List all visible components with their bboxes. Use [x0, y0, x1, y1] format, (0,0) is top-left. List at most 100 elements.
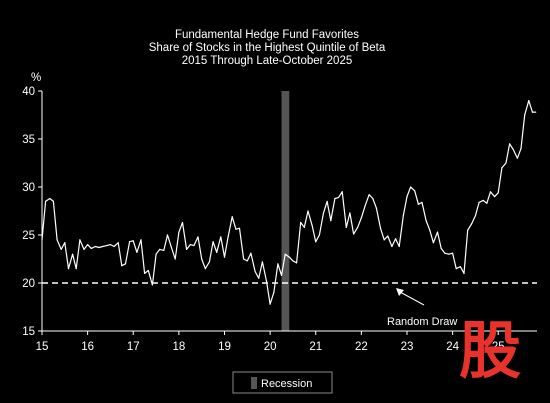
data-point — [280, 274, 283, 276]
data-point — [197, 236, 199, 238]
data-point — [269, 303, 271, 305]
chart-title: Fundamental Hedge Fund Favorites Share o… — [149, 29, 386, 67]
data-point — [250, 252, 252, 254]
x-tick-label: 22 — [355, 341, 368, 353]
data-point — [330, 220, 332, 222]
data-point — [117, 242, 119, 244]
data-point — [368, 194, 370, 196]
data-point — [140, 239, 142, 241]
data-point — [387, 235, 389, 237]
data-point — [535, 111, 537, 113]
data-point — [345, 226, 347, 228]
data-point — [421, 201, 423, 203]
title-line-2: Share of Stocks in the Highest Quintile … — [149, 42, 386, 54]
title-line-3: 2015 Through Late-October 2025 — [182, 55, 353, 67]
x-tick-label: 23 — [401, 341, 414, 353]
data-point — [94, 245, 96, 248]
data-point — [341, 191, 343, 193]
data-point — [258, 277, 260, 279]
data-point — [147, 269, 149, 272]
data-point — [410, 186, 412, 188]
data-point — [375, 207, 378, 209]
data-point — [505, 162, 507, 164]
data-point — [277, 263, 279, 265]
data-point — [166, 234, 169, 236]
y-axis-unit-label: % — [31, 72, 41, 84]
data-point — [83, 248, 85, 250]
data-point — [60, 248, 62, 250]
data-point — [174, 258, 176, 260]
x-tick-label: 20 — [264, 341, 277, 353]
data-point — [75, 268, 77, 270]
x-tick-label: 24 — [446, 341, 459, 353]
data-point — [273, 292, 275, 294]
x-tick-label: 21 — [309, 341, 322, 353]
data-point — [364, 205, 366, 207]
data-point — [455, 268, 457, 270]
data-point — [155, 253, 157, 255]
x-tick-label: 15 — [36, 341, 49, 353]
data-point — [425, 220, 427, 222]
data-point — [216, 251, 218, 253]
data-point — [227, 236, 229, 238]
data-point — [170, 245, 172, 248]
data-point — [67, 268, 70, 270]
data-point — [402, 215, 404, 217]
data-point — [261, 261, 263, 263]
data-point — [208, 261, 211, 263]
data-point — [265, 280, 268, 282]
data-point — [124, 263, 127, 265]
data-point — [102, 245, 104, 248]
data-point — [246, 260, 248, 262]
data-point — [429, 229, 431, 231]
data-point — [520, 148, 522, 150]
data-point — [220, 236, 222, 238]
data-point — [235, 228, 237, 230]
data-point — [79, 239, 81, 241]
data-point — [113, 245, 115, 248]
data-point — [334, 197, 336, 200]
data-point — [394, 238, 397, 240]
x-tick-label: 18 — [172, 341, 185, 353]
data-point — [87, 244, 89, 246]
data-point — [391, 245, 393, 248]
recession-band — [281, 91, 290, 331]
watermark-logo: 股 — [459, 314, 521, 387]
data-point — [45, 200, 47, 202]
data-point — [288, 256, 290, 258]
data-point — [292, 260, 294, 262]
data-point — [486, 202, 488, 204]
data-point — [451, 252, 454, 254]
y-tick-label: 30 — [22, 182, 35, 194]
random-draw-label: Random Draw — [387, 316, 457, 328]
annotation-arrow-shaft — [399, 291, 425, 306]
data-point — [448, 253, 450, 255]
data-point — [311, 224, 313, 226]
data-point — [352, 233, 355, 235]
data-point — [349, 212, 351, 214]
data-point — [204, 268, 206, 270]
data-point — [212, 241, 214, 243]
data-point — [512, 148, 514, 151]
data-point — [136, 251, 138, 253]
data-point — [144, 272, 146, 274]
data-point — [163, 249, 165, 251]
data-point — [414, 190, 416, 192]
data-point — [159, 248, 161, 250]
data-point — [360, 217, 362, 219]
data-point — [326, 200, 328, 202]
x-tick-label: 19 — [218, 341, 231, 353]
data-point — [90, 247, 92, 250]
annotation-arrow-head — [396, 288, 404, 296]
data-point — [474, 215, 477, 217]
y-tick-label: 25 — [22, 230, 35, 242]
data-point — [151, 284, 154, 286]
data-point — [398, 245, 400, 248]
data-point — [436, 231, 439, 233]
legend-label-recession: Recession — [261, 378, 312, 390]
y-tick-label: 35 — [22, 134, 35, 146]
data-point — [193, 244, 195, 247]
data-point — [318, 234, 320, 236]
data-point — [52, 200, 55, 202]
